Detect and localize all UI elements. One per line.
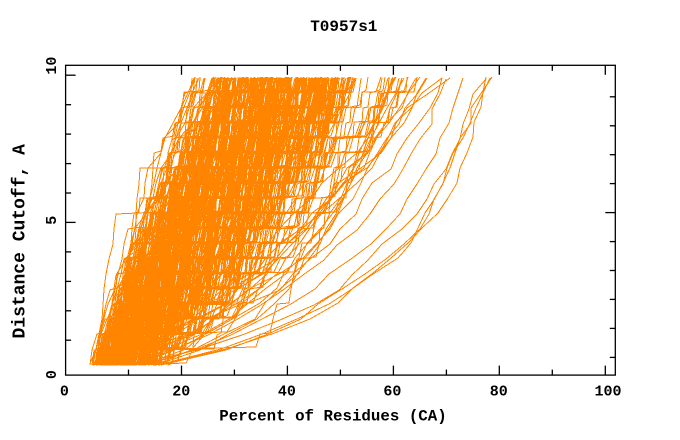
svg-text:40: 40: [278, 383, 296, 400]
svg-text:0: 0: [60, 383, 69, 400]
svg-text:Percent of Residues (CA): Percent of Residues (CA): [219, 408, 447, 426]
svg-text:80: 80: [490, 383, 508, 400]
svg-text:20: 20: [172, 383, 190, 400]
svg-text:5: 5: [44, 216, 61, 225]
svg-text:T0957s1: T0957s1: [310, 18, 377, 36]
svg-text:Distance Cutoff, A: Distance Cutoff, A: [11, 144, 31, 339]
svg-text:0: 0: [44, 370, 61, 379]
svg-text:60: 60: [383, 383, 401, 400]
svg-text:10: 10: [44, 57, 61, 75]
svg-text:100: 100: [594, 383, 621, 400]
